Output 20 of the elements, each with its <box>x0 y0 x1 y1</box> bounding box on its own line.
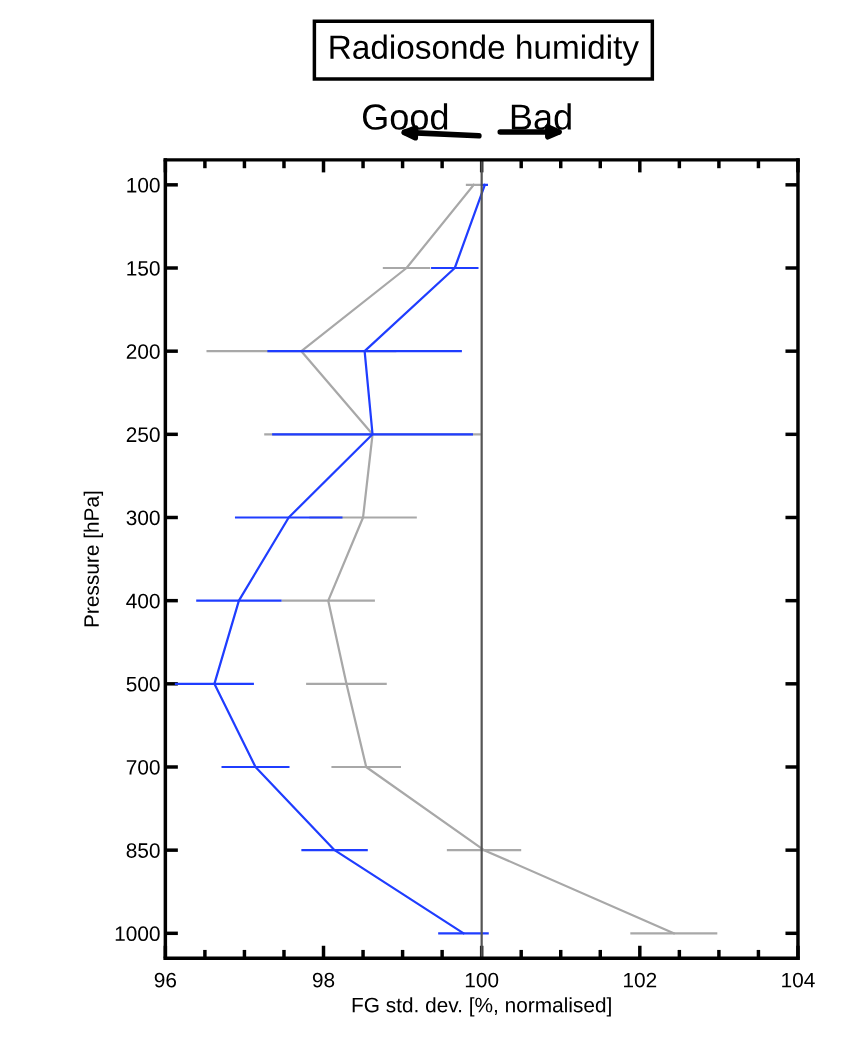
y-tick-label: 150 <box>127 261 160 276</box>
text: Good <box>363 103 448 130</box>
x-tick-label: 98 <box>312 972 335 988</box>
y-axis-title: Pressure [hPa] <box>83 491 104 627</box>
y-tick-label: 300 <box>126 510 160 526</box>
x-tick-label: 104 <box>782 972 815 988</box>
y-tick-label: 400 <box>126 593 160 609</box>
x-tick-label: 102 <box>624 972 657 988</box>
y-tick-label: 850 <box>126 843 160 858</box>
y-tick-label: 100 <box>127 177 160 193</box>
text: Bad <box>511 103 571 130</box>
x-axis-title: FG std. dev. [%, normalised] <box>352 997 611 1017</box>
chart-title: Radiosonde humidity <box>330 34 639 66</box>
y-tick-label: 250 <box>126 427 160 443</box>
x-tick-label: 100 <box>465 972 499 988</box>
y-tick-label: 500 <box>126 676 160 692</box>
y-tick-label: 700 <box>126 759 160 775</box>
x-tick-label: 96 <box>154 972 177 988</box>
y-tick-label: 1000 <box>115 926 160 942</box>
y-tick-label: 200 <box>126 344 160 359</box>
